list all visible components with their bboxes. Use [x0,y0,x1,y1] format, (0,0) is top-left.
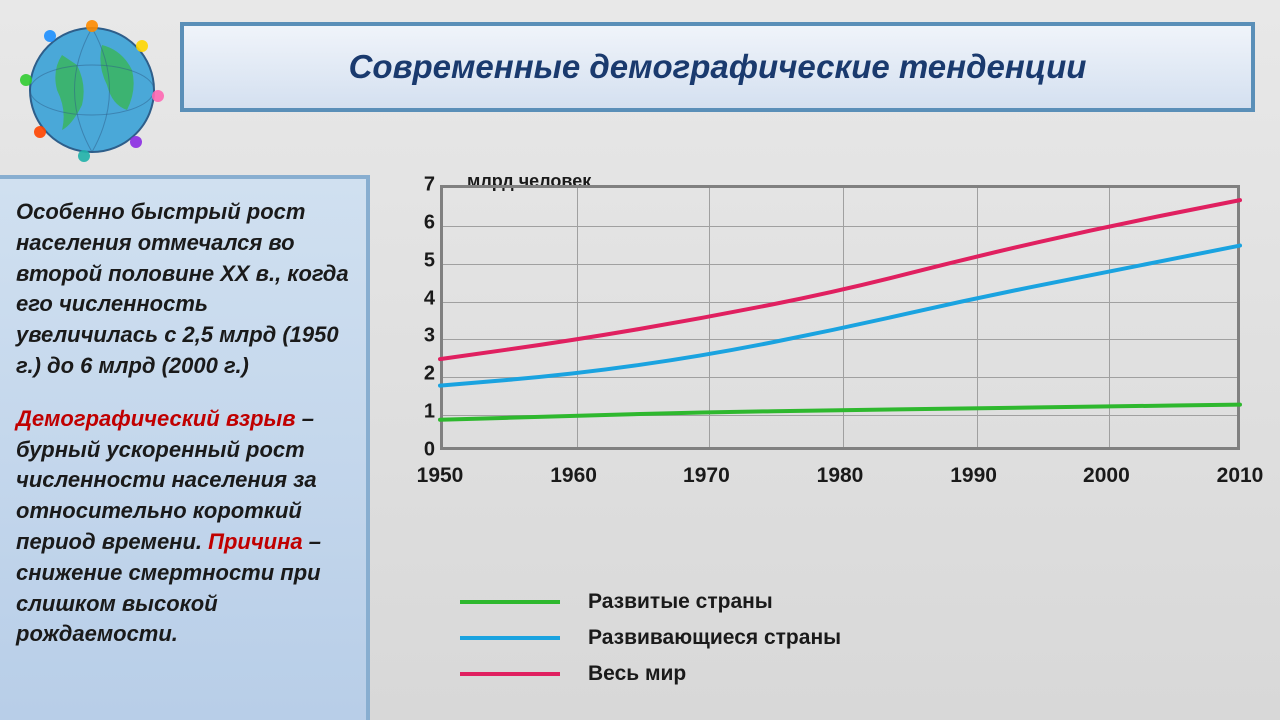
y-tick: 7 [415,174,435,197]
legend-item: Развитые страны [460,590,841,614]
y-tick: 6 [415,211,435,234]
y-tick: 4 [415,287,435,310]
legend-item: Развивающиеся страны [460,626,841,650]
population-chart: млрд человек 01234567 195019601970198019… [385,175,1270,595]
chart-lines [440,185,1240,450]
legend-item: Весь мир [460,662,841,686]
term-demographic-explosion: Демографический взрыв [16,406,296,431]
legend-label: Развитые страны [588,590,773,614]
sidebar: Особенно быстрый рост населения отмечалс… [0,175,370,720]
legend-swatch [460,672,560,676]
sidebar-para-1: Особенно быстрый рост населения отмечалс… [16,197,350,382]
y-tick: 5 [415,249,435,272]
legend-label: Развивающиеся страны [588,626,841,650]
globe-icon [12,10,172,170]
x-tick: 2000 [1083,464,1130,488]
legend-swatch [460,636,560,640]
y-tick: 3 [415,325,435,348]
legend-swatch [460,600,560,604]
legend: Развитые страны Развивающиеся страны Весь … [460,590,841,698]
series-developed [440,405,1240,420]
sidebar-para-2: Демографический взрыв – бурный ускоренны… [16,404,350,650]
x-tick: 1950 [417,464,464,488]
page-title: Современные демографические тенденции [349,48,1087,86]
x-tick: 1960 [550,464,597,488]
y-tick: 0 [415,439,435,462]
x-tick: 1970 [683,464,730,488]
x-tick: 2010 [1217,464,1264,488]
series-world [440,200,1240,359]
series-developing [440,246,1240,386]
legend-label: Весь мир [588,662,686,686]
x-tick: 1980 [817,464,864,488]
y-tick: 2 [415,363,435,386]
x-tick: 1990 [950,464,997,488]
y-tick: 1 [415,401,435,424]
title-banner: Современные демографические тенденции [180,22,1255,112]
term-cause: Причина [208,529,303,554]
